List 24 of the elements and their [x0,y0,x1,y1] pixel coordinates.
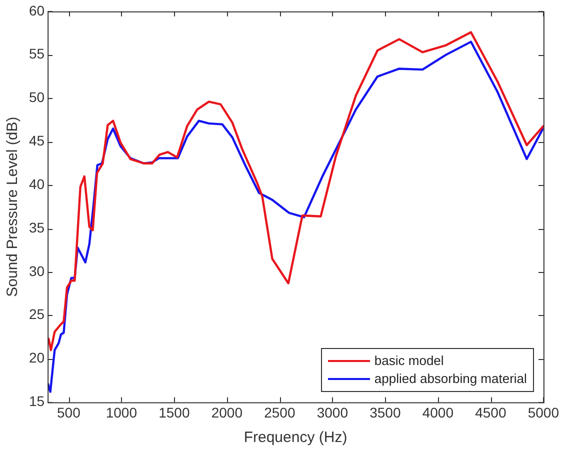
y-tick-label: 60 [28,2,45,18]
x-tick-label: 2500 [264,404,296,420]
x-tick-label: 3500 [370,404,401,420]
y-tick-label: 25 [28,306,45,322]
legend-label: basic model [374,352,444,370]
x-tick-label: 2000 [211,404,243,420]
x-tick-label: 1000 [106,404,138,420]
legend-label: applied absorbing material [374,370,527,388]
x-axis-title: Frequency (Hz) [244,429,348,446]
y-tick-label: 20 [28,350,45,366]
x-tick-label: 4000 [422,404,454,420]
x-tick-label: 3000 [316,404,348,420]
x-tick-label: 5000 [528,404,560,420]
y-tick-label: 55 [28,46,45,62]
y-tick-label: 15 [28,393,45,410]
x-tick-label: 500 [56,404,81,420]
y-tick-label: 40 [28,176,45,192]
y-tick-label: 45 [28,132,45,149]
y-tick-label: 30 [28,262,45,279]
y-tick-label: 35 [28,219,45,236]
y-tick-label: 50 [28,89,45,106]
x-tick-label: 4500 [475,404,506,420]
y-axis-title: Sound Pressure Level (dB) [4,116,22,297]
x-tick-label: 1500 [158,404,190,420]
